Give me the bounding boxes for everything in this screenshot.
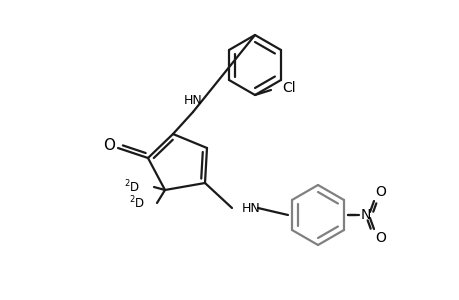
Text: $^2$D: $^2$D <box>129 195 145 211</box>
Text: $^2$D: $^2$D <box>123 179 140 195</box>
Text: N: N <box>360 208 370 222</box>
Text: HN: HN <box>241 202 260 214</box>
Text: O: O <box>375 231 386 245</box>
Text: Cl: Cl <box>281 81 295 95</box>
Text: HN: HN <box>183 94 202 107</box>
Text: O: O <box>375 185 386 199</box>
Text: O: O <box>103 137 115 152</box>
